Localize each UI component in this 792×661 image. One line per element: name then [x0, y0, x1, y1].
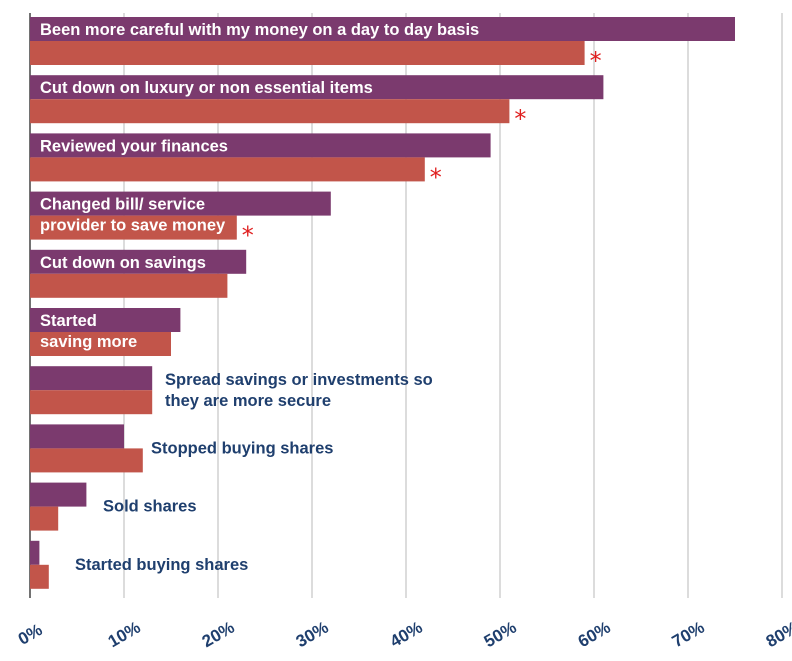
x-tick-label: 10% [105, 618, 144, 651]
bar-series-2 [30, 41, 585, 65]
bars [30, 17, 735, 589]
bar-series-1 [30, 482, 87, 507]
category-label: Cut down on luxury or non essential item… [40, 79, 373, 97]
category-label: Cut down on savings [40, 254, 206, 272]
bar-series-1 [30, 424, 124, 449]
category-label: Sold shares [103, 498, 197, 516]
bar-series-2 [30, 157, 425, 182]
x-tick-label: 50% [481, 618, 520, 651]
x-tick-label: 0% [15, 620, 46, 649]
bar-series-1 [30, 191, 331, 216]
x-tick-label: 30% [293, 618, 332, 651]
bar-series-1 [30, 366, 153, 391]
category-label: Stopped buying shares [151, 439, 333, 457]
category-label: Been more careful with my money on a day… [40, 21, 479, 39]
bar-series-1 [30, 540, 40, 565]
category-labels: Been more careful with my money on a day… [40, 21, 602, 574]
bar-series-1 [30, 17, 735, 41]
x-tick-label: 80% [763, 618, 792, 651]
bar-series-2 [30, 564, 49, 589]
x-tick-label: 40% [387, 618, 426, 651]
significance-marker: * [590, 47, 602, 75]
x-tick-label: 70% [669, 618, 708, 651]
category-label: Reviewed your finances [40, 137, 228, 155]
significance-marker: * [242, 222, 254, 250]
bar-series-1 [30, 249, 247, 274]
bar-series-1 [30, 308, 181, 332]
bar-series-2 [30, 448, 143, 473]
bar-series-2 [30, 332, 171, 356]
x-axis-ticks: 0% 10% 20% 30% 40% 50% 60% 70% 80% [15, 618, 792, 651]
bar-series-2 [30, 390, 153, 415]
significance-marker: * [514, 105, 526, 133]
significance-marker: * [430, 163, 442, 191]
x-tick-label: 60% [575, 618, 614, 651]
bar-series-2 [30, 99, 510, 124]
bar-series-1 [30, 75, 604, 100]
bar-series-2 [30, 215, 237, 240]
x-tick-label: 20% [199, 618, 238, 651]
bar-series-2 [30, 506, 59, 531]
category-label: Started saving more [40, 312, 137, 351]
bar-series-1 [30, 133, 491, 158]
category-label: Started buying shares [75, 556, 248, 574]
category-label: Spread savings or investments so they are… [165, 371, 433, 410]
category-label: Changed bill/ service provider to save mo… [40, 196, 226, 235]
bar-series-2 [30, 273, 228, 298]
